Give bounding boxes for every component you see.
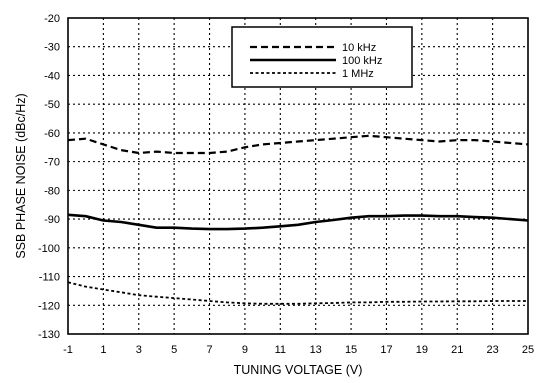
x-tick-label: 11 bbox=[275, 344, 286, 356]
y-tick-label: -90 bbox=[44, 214, 60, 226]
series-line-1 bbox=[67, 134, 529, 155]
legend-label: 10 kHz bbox=[342, 42, 376, 54]
y-tick-label: -20 bbox=[44, 13, 60, 25]
x-tick-label: 9 bbox=[242, 344, 248, 356]
y-tick-label: -130 bbox=[38, 329, 60, 341]
series-layer bbox=[67, 134, 529, 305]
series-line-3 bbox=[67, 281, 528, 305]
x-tick-label: 17 bbox=[380, 344, 392, 356]
plot-frame bbox=[67, 17, 529, 335]
x-tick-label: 23 bbox=[486, 344, 498, 356]
y-tick-label: -40 bbox=[44, 70, 60, 82]
series-line-2 bbox=[67, 213, 529, 231]
x-tick-label: 3 bbox=[136, 344, 142, 356]
legend-box bbox=[231, 26, 413, 88]
x-tick-label: 5 bbox=[171, 344, 177, 356]
y-tick-label: -80 bbox=[44, 185, 60, 197]
y-tick-label: -30 bbox=[44, 42, 60, 54]
y-tick-label: -120 bbox=[38, 300, 60, 312]
legend-label: 100 kHz bbox=[342, 55, 382, 67]
x-tick-label: 25 bbox=[522, 344, 534, 356]
y-tick-label: -70 bbox=[44, 157, 60, 169]
y-tick-label: -60 bbox=[44, 128, 60, 140]
y-tick-label: -110 bbox=[39, 272, 60, 284]
x-axis-label: TUNING VOLTAGE (V) bbox=[234, 363, 363, 377]
tick-labels: -1 1 3 5 7 9 11 13 15 17 19 21 23 25-20-30-40-50-60-7… bbox=[38, 13, 534, 356]
y-tick-label: -100 bbox=[38, 243, 60, 255]
x-tick-label: 7 bbox=[206, 344, 212, 356]
x-tick-label: -1 bbox=[63, 344, 73, 356]
y-axis-label: SSB PHASE NOISE (dBc/Hz) bbox=[14, 93, 28, 258]
legend-label: 1 MHz bbox=[342, 68, 374, 80]
x-tick-label: 15 bbox=[345, 344, 357, 356]
x-tick-label: 13 bbox=[310, 344, 322, 356]
x-tick-label: 19 bbox=[416, 344, 428, 356]
y-tick-label: -50 bbox=[44, 99, 60, 111]
x-tick-label: 21 bbox=[451, 344, 463, 356]
x-tick-label: 1 bbox=[100, 344, 106, 356]
